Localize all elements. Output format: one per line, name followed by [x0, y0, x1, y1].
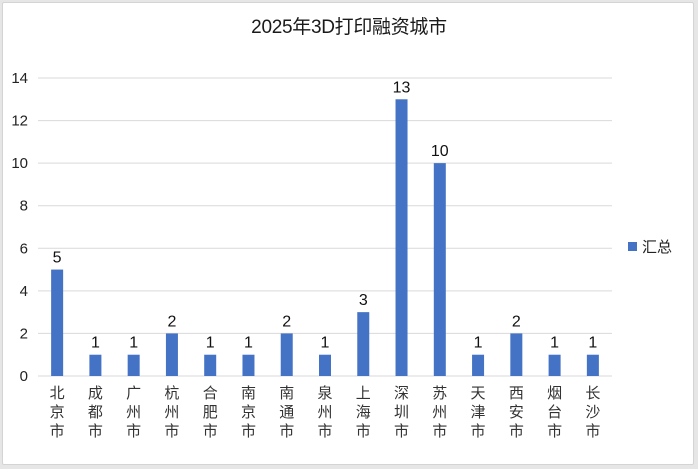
bar[interactable]	[510, 333, 523, 376]
legend[interactable]: 汇总	[628, 238, 672, 256]
x-category-label: 市	[432, 422, 447, 440]
x-category-label: 深	[394, 384, 409, 402]
bar[interactable]	[204, 354, 217, 376]
x-category-label: 长	[585, 384, 600, 402]
x-category-label: 圳	[394, 403, 409, 421]
data-label: 1	[550, 335, 559, 352]
bar[interactable]	[127, 354, 140, 376]
x-category-label: 市	[547, 422, 562, 440]
x-category-label: 市	[317, 422, 332, 440]
x-category-label: 泉	[317, 384, 332, 402]
x-category-label: 天	[471, 384, 486, 402]
x-axis: 北京市成都市广州市杭州市合肥市南京市南通市泉州市上海市深圳市苏州市天津市西安市烟…	[50, 384, 601, 440]
x-category-label: 京	[50, 403, 65, 421]
x-category-label: 市	[203, 422, 218, 440]
data-label: 2	[167, 313, 176, 330]
x-category-label: 杭	[164, 384, 179, 402]
x-category-label: 市	[279, 422, 294, 440]
bar[interactable]	[51, 269, 64, 376]
x-category-label: 都	[88, 403, 103, 421]
y-tick-label: 14	[11, 70, 28, 87]
bar[interactable]	[242, 354, 255, 376]
x-category-label: 市	[509, 422, 524, 440]
legend-swatch-icon	[628, 242, 637, 251]
x-category-label: 通	[279, 403, 294, 421]
bar[interactable]	[89, 354, 102, 376]
x-category-label: 烟	[547, 384, 562, 402]
y-tick-label: 12	[11, 113, 28, 130]
x-category-label: 州	[432, 403, 447, 421]
x-category-label: 安	[509, 403, 524, 421]
y-tick-label: 6	[20, 240, 28, 257]
x-category-label: 上	[356, 384, 371, 402]
y-tick-label: 0	[20, 368, 28, 385]
data-label: 2	[282, 313, 291, 330]
data-label: 2	[512, 313, 521, 330]
data-label: 1	[474, 335, 483, 352]
x-category-label: 市	[164, 422, 179, 440]
x-category-label: 市	[126, 422, 141, 440]
data-label: 1	[91, 335, 100, 352]
x-category-label: 市	[585, 422, 600, 440]
y-tick-label: 8	[20, 198, 28, 215]
bar[interactable]	[165, 333, 178, 376]
x-category-label: 成	[88, 384, 103, 402]
x-category-label: 市	[88, 422, 103, 440]
bar[interactable]	[319, 354, 331, 376]
bar[interactable]	[433, 163, 446, 376]
x-category-label: 南	[279, 384, 294, 402]
bar[interactable]	[472, 354, 485, 376]
data-label: 13	[393, 79, 411, 96]
x-category-label: 市	[471, 422, 486, 440]
chart-frame	[2, 2, 694, 465]
y-tick-label: 4	[20, 283, 28, 300]
y-tick-label: 10	[11, 155, 28, 172]
data-label: 5	[53, 250, 62, 267]
y-tick-label: 2	[20, 325, 28, 342]
x-category-label: 苏	[432, 384, 447, 402]
x-category-label: 京	[241, 403, 256, 421]
x-category-label: 津	[471, 403, 486, 421]
data-label: 1	[206, 335, 215, 352]
bar[interactable]	[357, 312, 370, 376]
y-axis: 0 2 4 6 8 10 12 14	[11, 70, 28, 385]
data-label: 1	[588, 335, 597, 352]
x-category-label: 合	[203, 384, 218, 402]
bar[interactable]	[395, 99, 408, 377]
x-category-label: 西	[509, 384, 524, 402]
bar[interactable]	[586, 354, 599, 376]
x-category-label: 台	[547, 403, 562, 421]
x-category-label: 州	[164, 403, 179, 421]
x-category-label: 市	[241, 422, 256, 440]
data-label: 10	[431, 143, 449, 160]
x-category-label: 市	[394, 422, 409, 440]
x-category-label: 广	[126, 384, 141, 402]
x-category-label: 海	[356, 403, 371, 421]
bar[interactable]	[280, 333, 293, 376]
chart-title: 2025年3D打印融资城市	[251, 17, 447, 38]
x-category-label: 州	[126, 403, 141, 421]
x-category-label: 州	[317, 403, 332, 421]
data-label: 3	[359, 292, 368, 309]
data-label: 1	[129, 335, 138, 352]
x-category-label: 市	[356, 422, 371, 440]
data-label: 1	[321, 335, 330, 352]
x-category-label: 市	[50, 422, 65, 440]
gridlines	[38, 77, 612, 377]
data-label: 1	[244, 335, 253, 352]
x-category-label: 肥	[203, 403, 218, 421]
bar[interactable]	[548, 354, 561, 376]
legend-label: 汇总	[642, 238, 672, 256]
x-category-label: 沙	[585, 403, 600, 421]
x-category-label: 南	[241, 384, 256, 402]
x-category-label: 北	[50, 384, 65, 402]
